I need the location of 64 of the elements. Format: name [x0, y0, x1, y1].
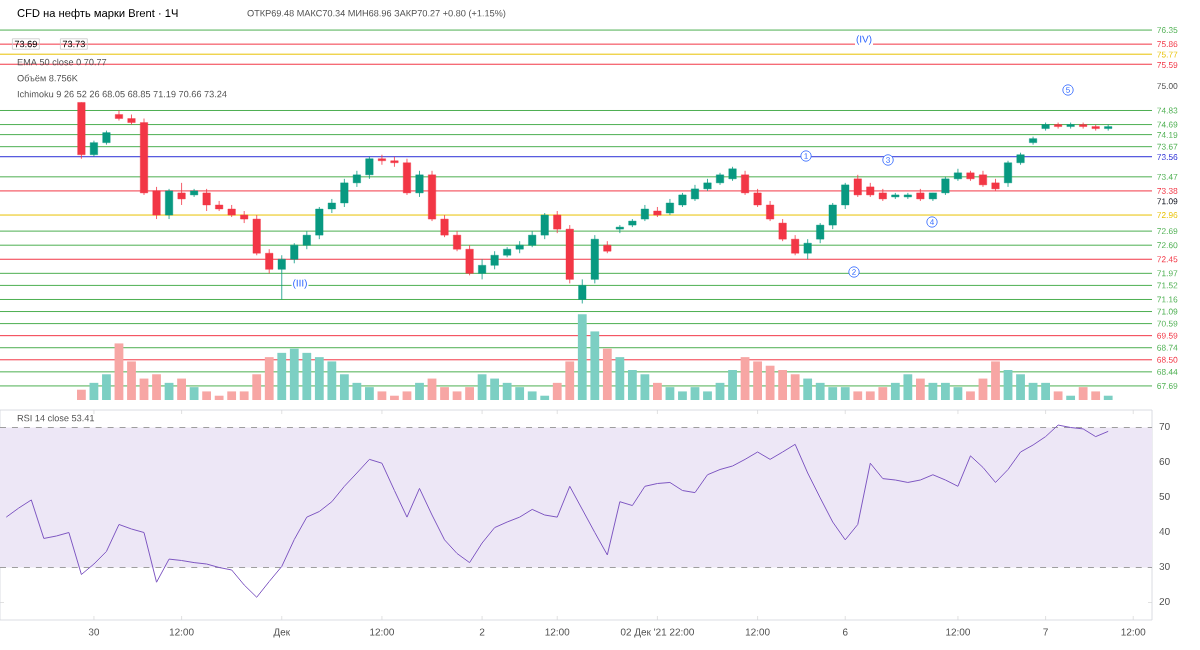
candlestick [953, 168, 962, 182]
candlestick [453, 230, 462, 252]
bar [928, 382, 938, 400]
candlestick [1054, 122, 1063, 129]
bar [377, 391, 387, 400]
bar [114, 343, 124, 400]
bar [678, 391, 687, 400]
bar [615, 357, 625, 400]
candlestick [415, 170, 424, 198]
bar [653, 382, 662, 400]
bar [452, 391, 462, 400]
bar [127, 361, 136, 400]
bar [665, 387, 675, 400]
bar [202, 391, 212, 400]
bar [365, 387, 374, 400]
bar [440, 387, 449, 400]
bar [177, 378, 186, 400]
bar [803, 378, 813, 400]
bar [941, 382, 950, 400]
bar [915, 378, 925, 400]
bar [840, 387, 850, 400]
candlestick [941, 176, 950, 196]
bar [966, 391, 975, 400]
bar [790, 374, 800, 400]
bar [1016, 374, 1025, 400]
bar [152, 374, 161, 400]
bar [1003, 369, 1013, 400]
bar [1028, 382, 1038, 400]
candlestick [803, 238, 812, 260]
bar [703, 391, 712, 400]
bar [853, 391, 863, 400]
bar [753, 361, 762, 400]
bar [690, 387, 700, 400]
bar [264, 357, 274, 400]
bar [953, 387, 963, 400]
candlestick [578, 278, 587, 304]
bar [402, 391, 412, 400]
bar [740, 357, 750, 400]
bar [991, 361, 1000, 400]
candlestick [165, 188, 174, 220]
candlestick [841, 182, 850, 210]
bar [415, 382, 424, 400]
bar [465, 387, 474, 400]
bar [715, 382, 725, 400]
candlestick [1029, 136, 1038, 146]
bar [602, 348, 612, 400]
candlestick [377, 154, 386, 166]
candlestick [365, 156, 374, 180]
bar [77, 389, 86, 400]
candlestick [1004, 160, 1012, 188]
bar [89, 382, 99, 400]
candlestick [590, 234, 599, 284]
bar [1053, 391, 1063, 400]
candlestick [791, 234, 800, 256]
bar [728, 369, 737, 400]
bar [189, 387, 199, 400]
bar [102, 374, 111, 400]
candlestick [440, 214, 449, 238]
candlestick [778, 218, 787, 242]
candlestick [277, 254, 286, 300]
bar [1041, 382, 1050, 400]
bar [164, 382, 174, 400]
bar [277, 352, 287, 400]
candlestick [766, 200, 775, 222]
